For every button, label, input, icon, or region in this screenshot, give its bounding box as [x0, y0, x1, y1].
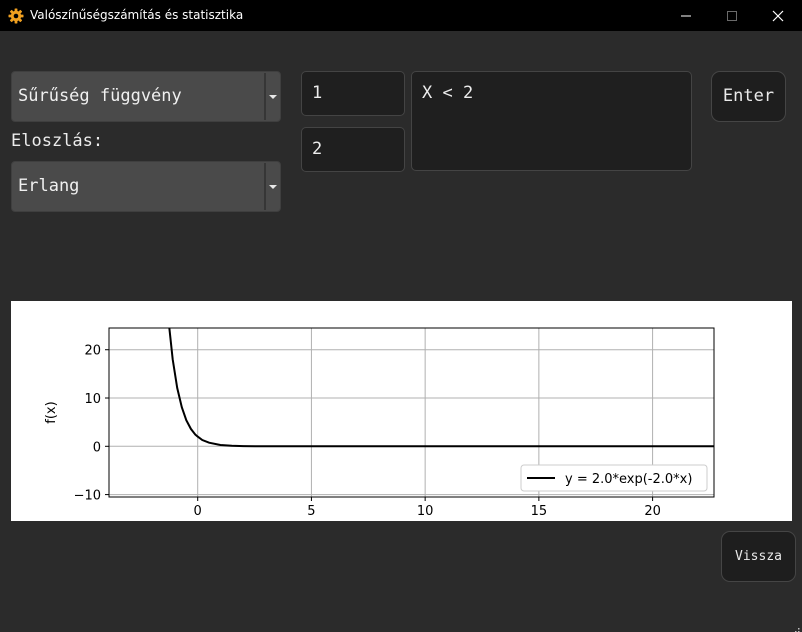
maximize-button[interactable]: [709, 0, 755, 31]
y-axis-label: f(x): [44, 401, 59, 423]
y-tick-label: 10: [84, 392, 101, 407]
minimize-icon: [681, 15, 691, 17]
x-tick-label: 15: [531, 504, 548, 519]
distribution-label: Eloszlás:: [11, 131, 104, 151]
axes-frame: [108, 327, 715, 498]
close-button[interactable]: [755, 0, 801, 31]
query-value: X < 2: [422, 83, 474, 103]
x-tick-label: 5: [307, 504, 315, 519]
function-type-value: Sűrűség függvény: [18, 86, 182, 106]
distribution-select[interactable]: Erlang: [11, 161, 281, 212]
distribution-value: Erlang: [18, 176, 80, 196]
series-line: [168, 328, 714, 448]
back-button[interactable]: Vissza: [721, 531, 796, 582]
density-chart: 0 5 10 15 20 −10 0 10 20 f(x) y = 2.0*exp(-2.0*x…: [44, 327, 715, 519]
param-1-value: 1: [312, 83, 323, 103]
window-title: Valószínűségszámítás és statisztika: [30, 8, 244, 22]
param-1-input[interactable]: 1: [301, 71, 405, 116]
enter-button[interactable]: Enter: [711, 71, 786, 122]
function-type-select[interactable]: Sűrűség függvény: [11, 71, 281, 122]
y-tick-label: −10: [74, 489, 101, 504]
x-tick-label: 10: [417, 504, 434, 519]
close-icon: [772, 10, 784, 22]
title-bar: Valószínűségszámítás és statisztika: [0, 0, 802, 31]
y-tick-label: 20: [84, 344, 101, 359]
chart-legend: y = 2.0*exp(-2.0*x): [520, 464, 708, 492]
query-input[interactable]: X < 2: [411, 71, 692, 171]
chevron-down-icon: [269, 95, 277, 99]
maximize-icon: [727, 11, 737, 21]
legend-label: y = 2.0*exp(-2.0*x): [565, 472, 692, 487]
param-2-input[interactable]: 2: [301, 127, 405, 172]
plot-area: 0 5 10 15 20 −10 0 10 20 f(x) y = 2.0*exp(-2.0*x…: [11, 301, 792, 521]
param-2-value: 2: [312, 139, 323, 159]
x-tick-label: 20: [644, 504, 661, 519]
resize-grip-icon[interactable]: [791, 621, 800, 632]
x-tick-label: 0: [194, 504, 202, 519]
y-tick-label: 0: [93, 440, 101, 455]
chevron-down-icon: [269, 185, 277, 189]
gear-icon: [8, 8, 24, 24]
minimize-button[interactable]: [663, 0, 709, 31]
